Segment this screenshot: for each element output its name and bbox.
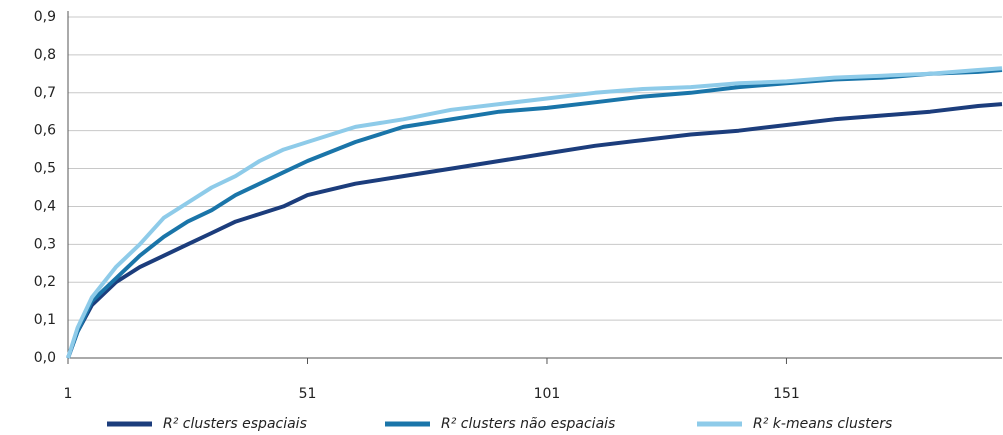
series-line: [66, 68, 1003, 359]
legend-label: R² clusters não espaciais: [441, 416, 615, 432]
x-tick-label: 1: [64, 386, 73, 402]
legend-label: R² k-means clusters: [753, 416, 892, 432]
y-tick-label: 0,5: [34, 161, 56, 177]
y-tick-label: 0,9: [34, 9, 56, 25]
y-tick-label: 0,4: [34, 198, 56, 214]
y-tick-label: 0,7: [34, 85, 56, 101]
y-tick-label: 0,0: [34, 350, 56, 366]
y-tick-label: 0,6: [34, 123, 56, 139]
y-tick-label: 0,2: [34, 274, 56, 290]
series-line: [66, 66, 1003, 359]
y-tick-label: 0,8: [34, 47, 56, 63]
x-tick-label: 51: [299, 386, 317, 402]
legend-label: R² clusters espaciais: [163, 416, 307, 432]
x-tick-label: 151: [773, 386, 800, 402]
x-tick-label: 101: [534, 386, 561, 402]
y-tick-label: 0,1: [34, 312, 56, 328]
series-line: [66, 102, 1003, 359]
y-tick-label: 0,3: [34, 236, 56, 252]
